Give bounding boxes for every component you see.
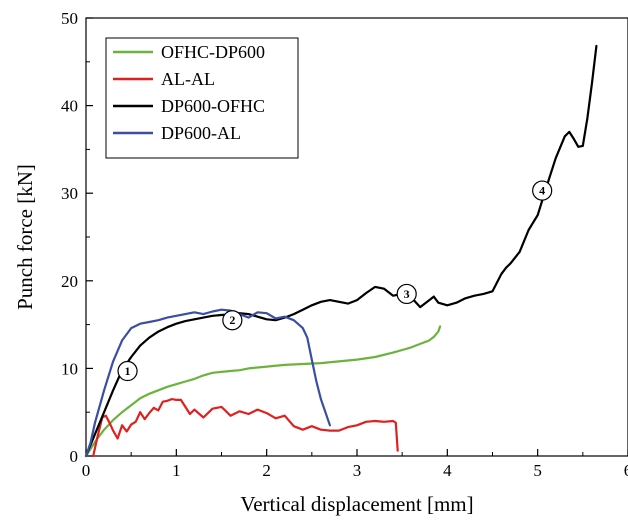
legend-label: DP600-OFHC	[161, 96, 265, 116]
annotation-label: 4	[539, 184, 545, 198]
x-tick-label: 6	[624, 461, 628, 480]
x-tick-label: 2	[262, 461, 271, 480]
y-tick-label: 20	[61, 272, 78, 291]
legend-items: OFHC-DP600 AL-AL DP600-OFHC DP600-AL	[113, 42, 265, 143]
series-line-dp600-ofhc	[84, 44, 598, 458]
annotation-label: 1	[125, 364, 131, 378]
legend-box	[105, 37, 299, 159]
x-tick-label: 1	[172, 461, 181, 480]
x-axis-ticks: 0 1 2 3 4 5 6	[82, 449, 628, 480]
legend-label: AL-AL	[161, 69, 215, 89]
series-line-dp600-al	[84, 308, 331, 458]
annotation-marker	[532, 180, 553, 201]
annotation-marker	[396, 283, 417, 305]
annotation-marker	[222, 310, 243, 331]
x-tick-label: 5	[533, 461, 542, 480]
x-tick-label: 4	[443, 461, 452, 480]
series-layer	[84, 44, 598, 458]
legend-label: OFHC-DP600	[161, 42, 265, 62]
annotation-layer: 1 2 3 4	[117, 180, 553, 382]
annotation-marker	[117, 360, 138, 382]
y-tick-label: 40	[61, 97, 78, 116]
legend: OFHC-DP600 AL-AL DP600-OFHC DP600-AL	[105, 37, 299, 159]
legend-label: DP600-AL	[161, 123, 241, 143]
x-axis-label: Vertical displacement [mm]	[240, 492, 473, 516]
y-tick-label: 50	[61, 9, 78, 28]
x-tick-label: 3	[353, 461, 362, 480]
y-tick-label: 0	[70, 447, 79, 466]
annotation-label: 3	[404, 287, 410, 301]
x-tick-label: 0	[82, 461, 91, 480]
series-line-ofhc-dp600	[84, 325, 442, 458]
annotation-label: 2	[229, 313, 235, 327]
y-tick-label: 10	[61, 359, 78, 378]
y-tick-label: 30	[61, 184, 78, 203]
y-axis-ticks: 0 10 20 30 40 50	[61, 9, 93, 466]
series-line-al-al	[92, 398, 399, 458]
y-axis-label: Punch force [kN]	[13, 164, 37, 310]
